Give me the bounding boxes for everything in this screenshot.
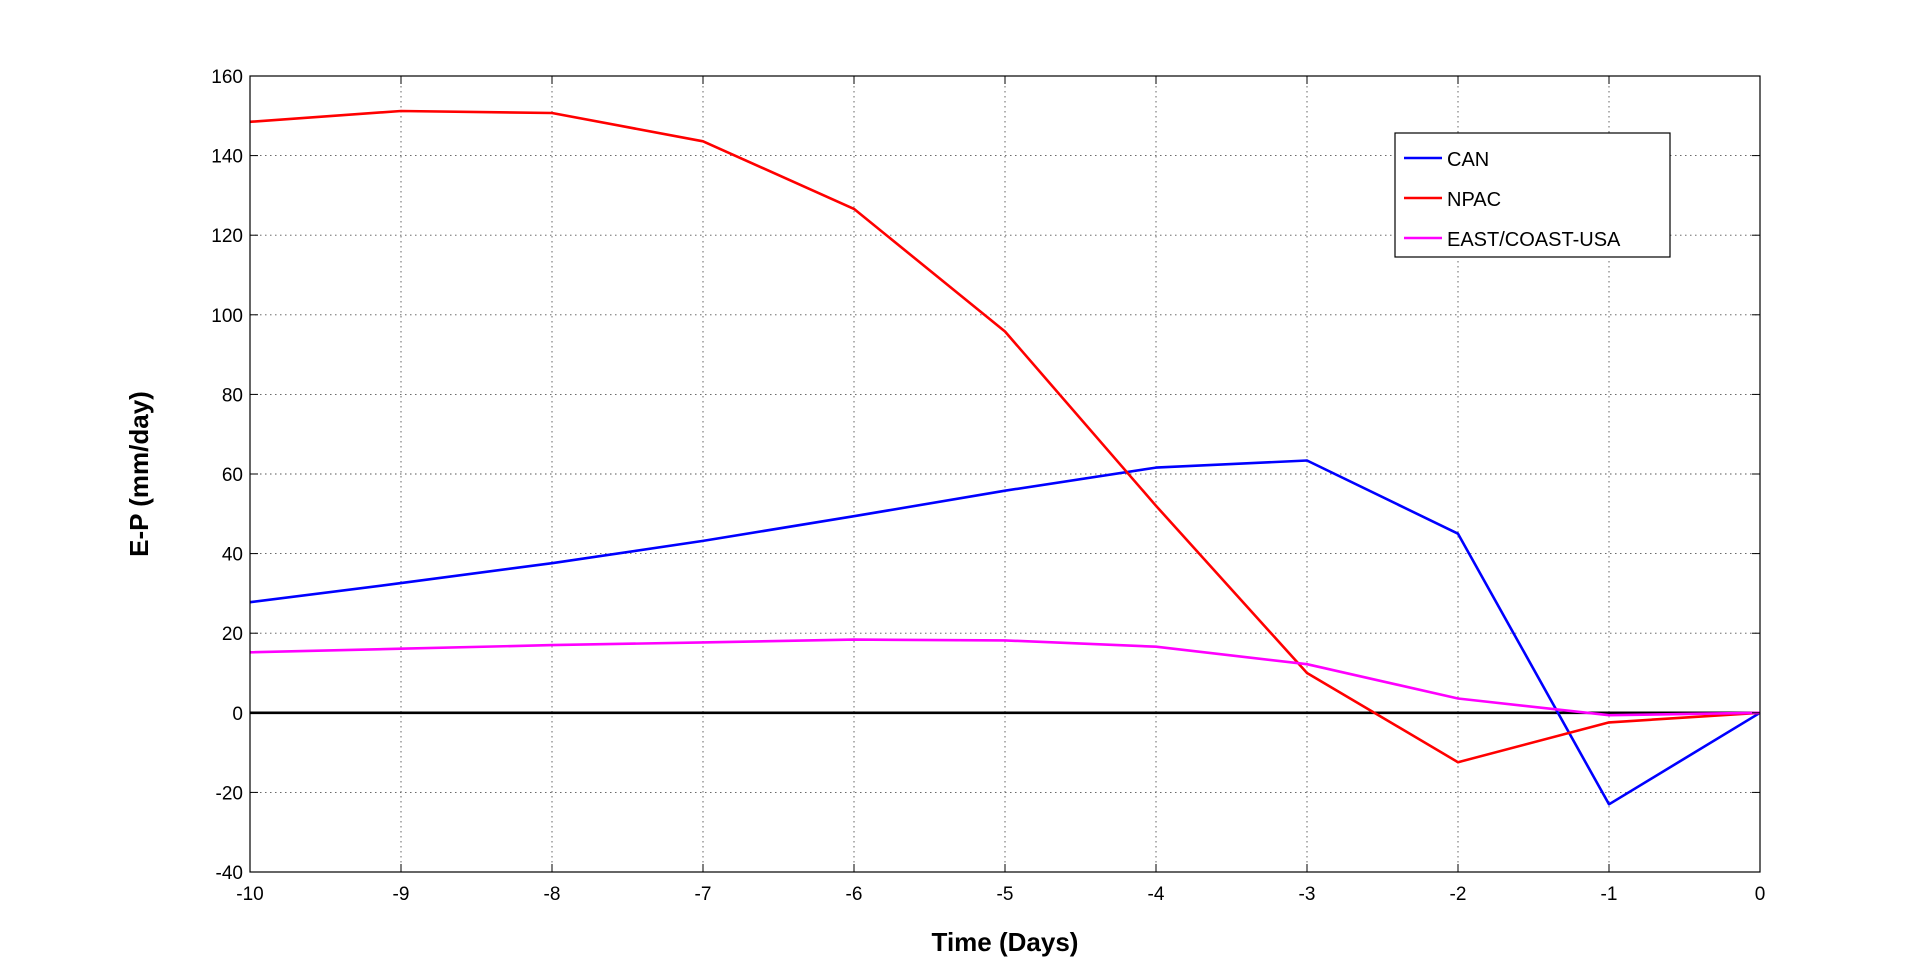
- x-tick-label: -7: [695, 884, 712, 905]
- y-tick-label: -40: [216, 863, 243, 884]
- x-tick-label: -2: [1450, 884, 1467, 905]
- series-line-east-coast-usa: [249, 638, 1761, 717]
- y-tick-label: 100: [211, 306, 243, 327]
- x-tick-label: -4: [1148, 884, 1165, 905]
- legend-box: [1394, 132, 1671, 258]
- y-tick-label: 0: [232, 704, 243, 725]
- y-tick-labels: -40 -20 0 20 40 60 80 100 120 140 160: [211, 67, 243, 884]
- x-tick-label: -1: [1601, 884, 1618, 905]
- x-tick-label: 0: [1755, 884, 1766, 905]
- y-tick-label: 20: [222, 624, 243, 645]
- y-tick-label: 160: [211, 67, 243, 88]
- y-tick-label: 60: [222, 465, 243, 486]
- y-tick-label: 120: [211, 226, 243, 247]
- tick-layer: [249, 75, 1761, 873]
- legend: CAN NPAC EAST/COAST-USA: [1394, 132, 1671, 258]
- x-axis-label: Time (Days): [932, 927, 1079, 957]
- x-tick-label: -5: [997, 884, 1014, 905]
- x-tick-label: -10: [236, 884, 263, 905]
- series-line-can: [249, 459, 1761, 806]
- y-axis-label: E-P (mm/day): [124, 391, 154, 557]
- x-tick-label: -9: [393, 884, 410, 905]
- x-tick-label: -3: [1299, 884, 1316, 905]
- y-tick-label: 140: [211, 147, 243, 168]
- y-tick-label: 40: [222, 545, 243, 566]
- series-layer: [249, 109, 1761, 806]
- x-tick-labels: -10 -9 -8 -7 -6 -5 -4 -3 -2 -1 0: [236, 884, 1765, 905]
- x-tick-label: -6: [846, 884, 863, 905]
- y-tick-label: -20: [216, 783, 243, 804]
- y-tick-label: 80: [222, 385, 243, 406]
- legend-label-can: CAN: [1447, 149, 1489, 171]
- legend-label-npac: NPAC: [1447, 189, 1501, 211]
- legend-label-east-coast-usa: EAST/COAST-USA: [1447, 229, 1621, 251]
- x-tick-label: -8: [544, 884, 561, 905]
- series-line-npac: [249, 109, 1761, 764]
